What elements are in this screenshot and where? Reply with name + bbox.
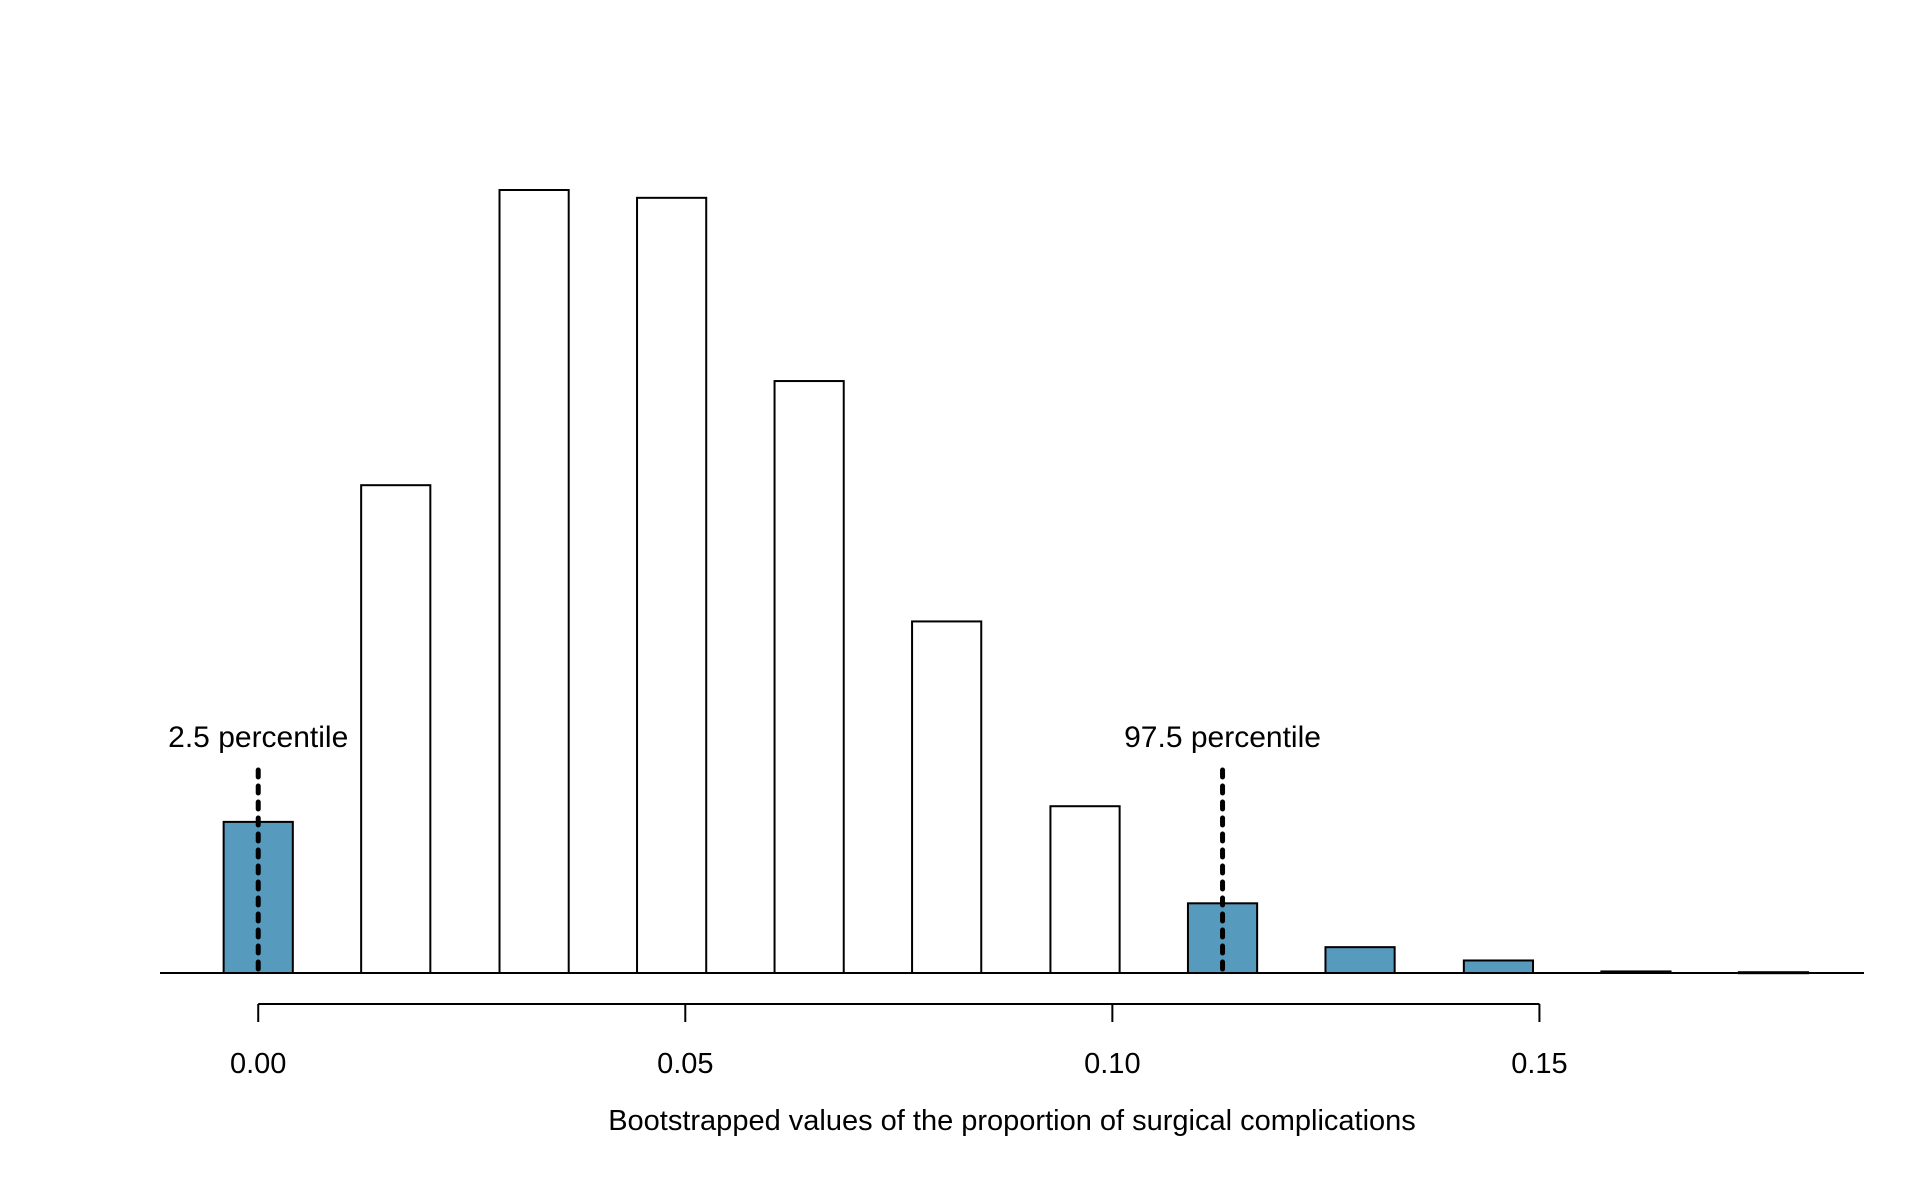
x-tick-label-4: 0.15 (1511, 1048, 1567, 1080)
x-axis-title: Bootstrapped values of the proportion of… (608, 1105, 1416, 1137)
x-tick-label-1: 0.00 (230, 1048, 286, 1080)
bars-layer (222, 189, 1810, 975)
histogram-bar-3 (498, 189, 570, 974)
histogram-bar-10 (1462, 959, 1535, 974)
x-tick-label-2: 0.05 (657, 1048, 713, 1080)
histogram-bar-2 (360, 484, 432, 974)
histogram-bar-4 (636, 196, 708, 974)
histogram-bar-6 (911, 620, 983, 974)
histogram-bar-9 (1324, 946, 1396, 975)
histogram-bar-7 (1049, 805, 1121, 975)
percentile-label-1: 2.5 percentile (168, 721, 348, 754)
percentile-label-2: 97.5 percentile (1124, 721, 1321, 754)
percentile-markers: 2.5 percentile 97.5 percentile (168, 721, 1321, 976)
histogram-bar-5 (773, 380, 845, 974)
x-tick-label-3: 0.10 (1084, 1048, 1140, 1080)
x-axis: 0.00 0.05 0.10 0.15 (230, 1003, 1568, 1080)
